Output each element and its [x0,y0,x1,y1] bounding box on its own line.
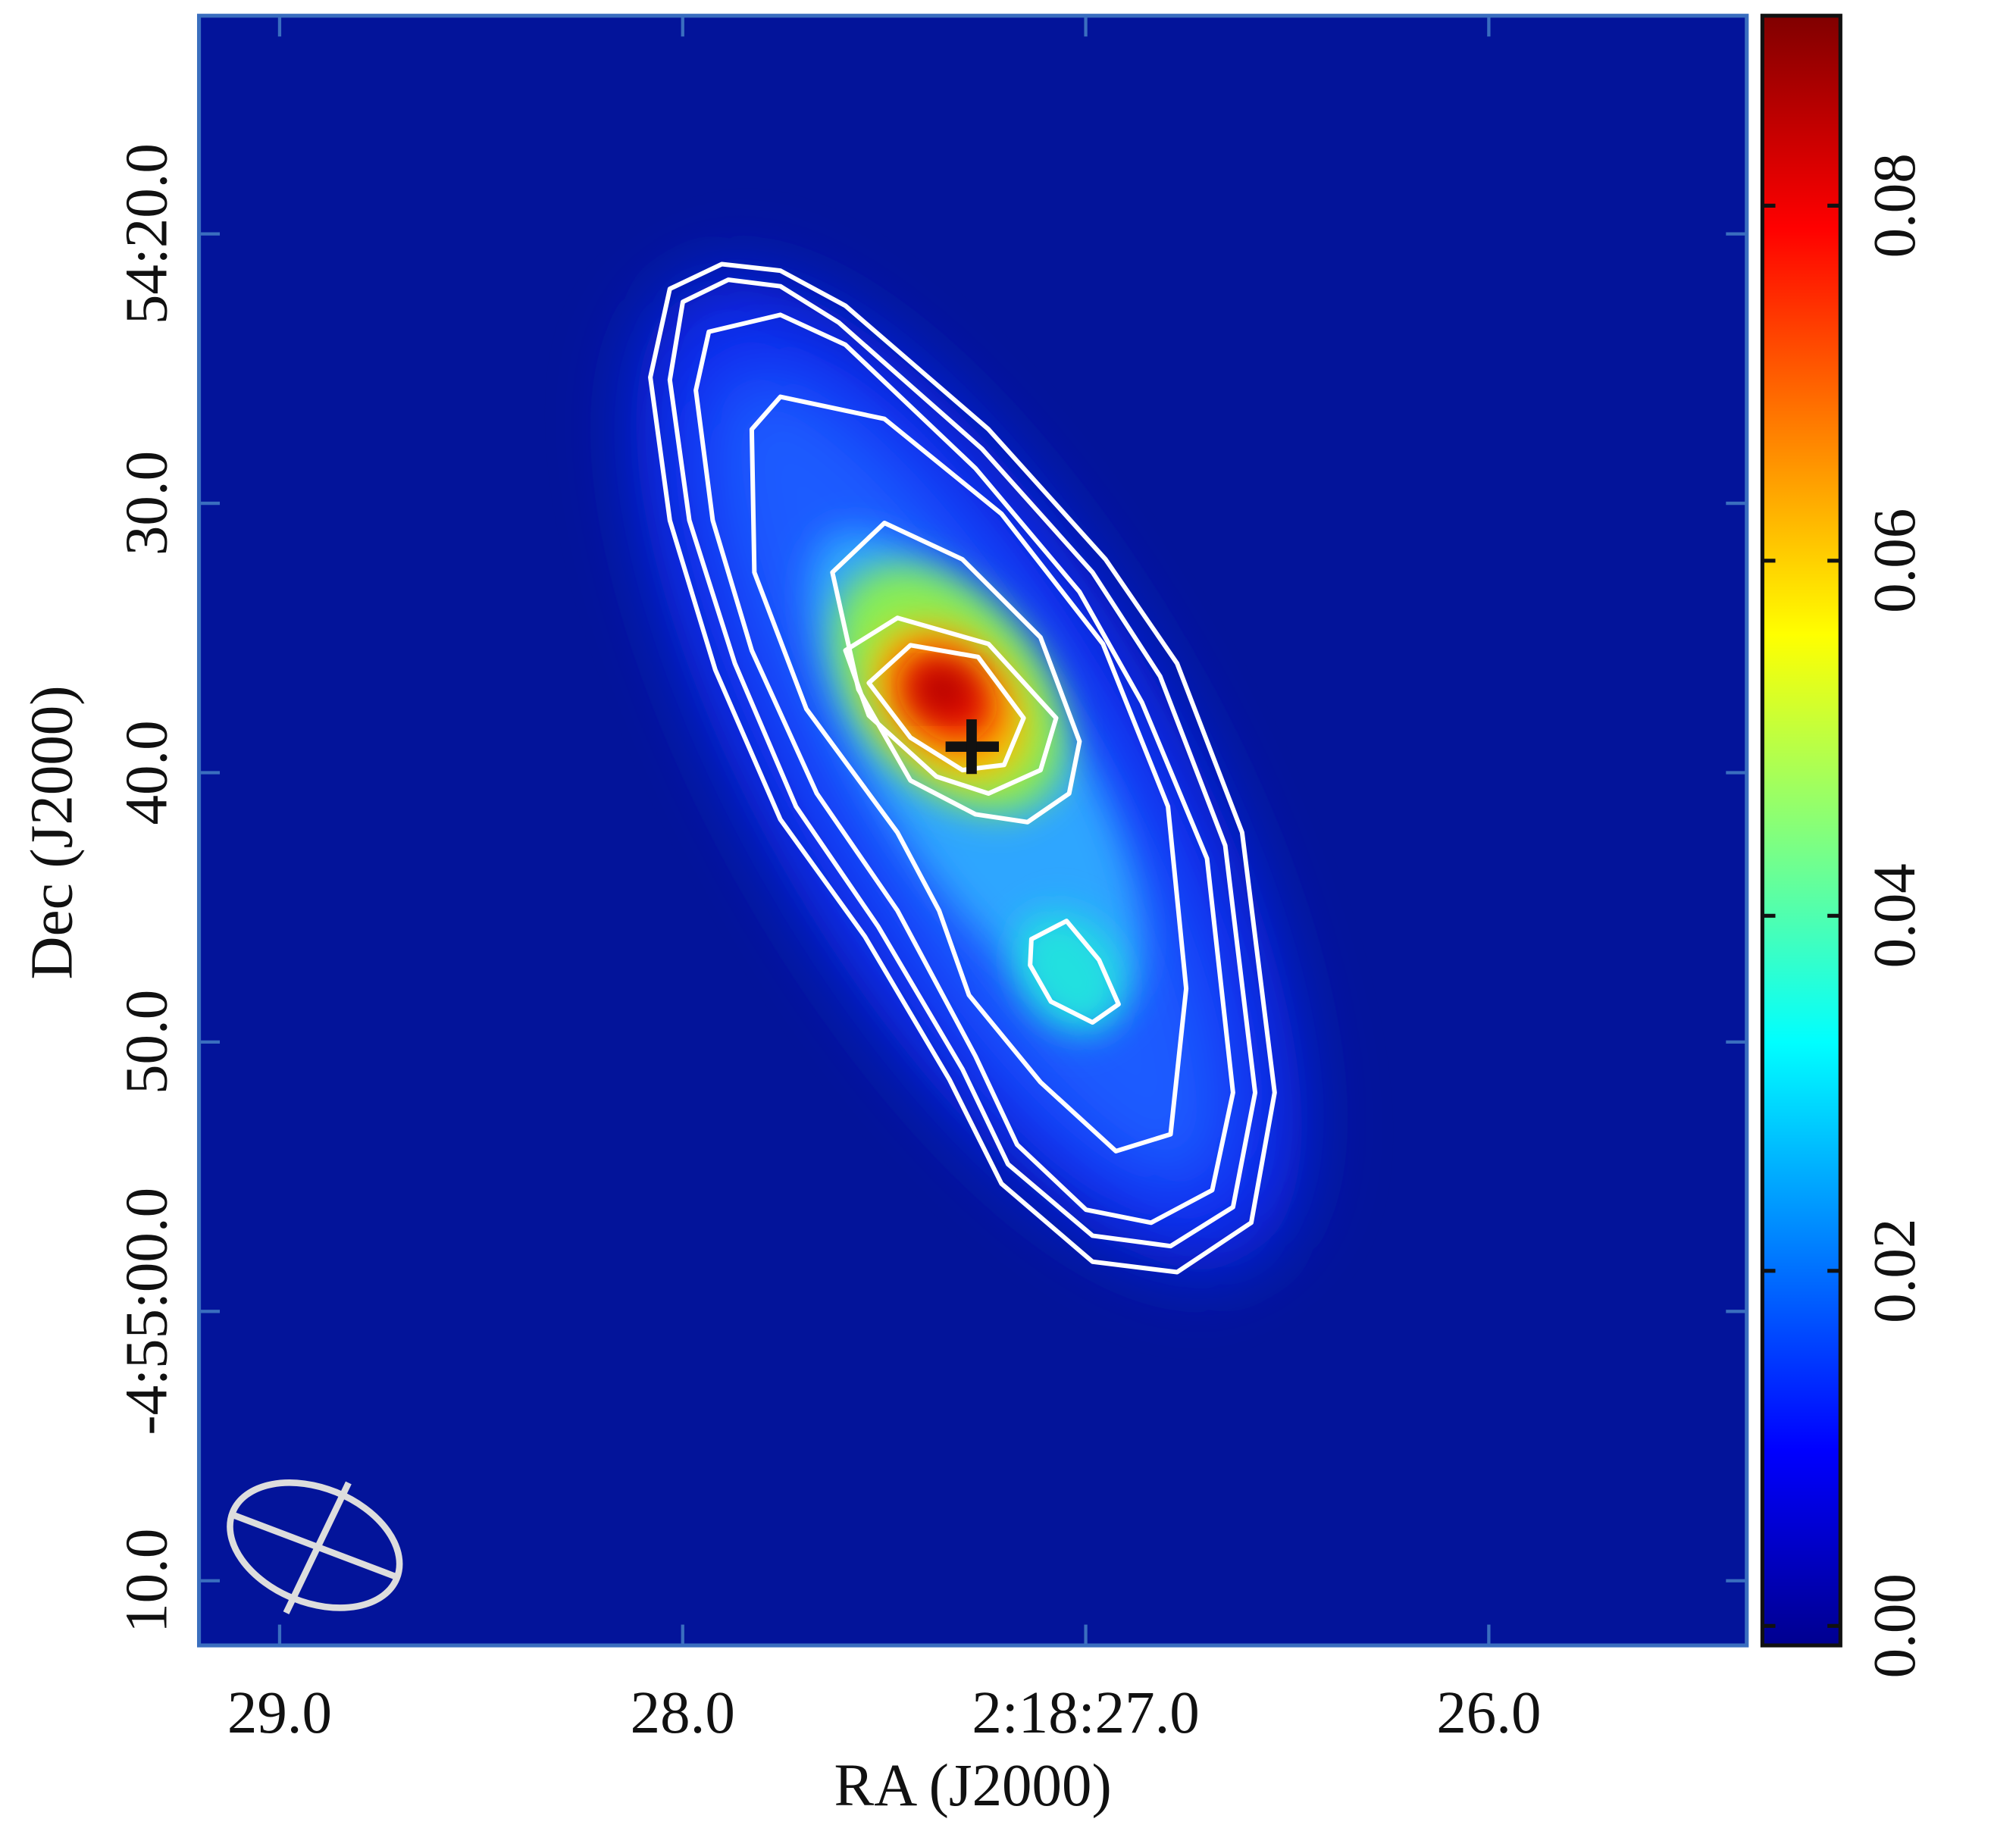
plot-frame [196,14,1749,1648]
sky-image [199,15,1747,1646]
colorbar-tick-label: 0.00 [1862,1573,1928,1678]
y-tick-label: -4:55:00.0 [114,1188,180,1435]
y-tick-label: 40.0 [114,720,180,825]
x-tick-label: 26.0 [1436,1680,1541,1746]
x-tick-label: 2:18:27.0 [972,1680,1199,1746]
colorbar-tick-label: 0.08 [1862,153,1928,258]
x-tick-label: 28.0 [631,1680,735,1746]
colorbar-tick-label: 0.02 [1862,1219,1928,1323]
colorbar-tick-label: 0.04 [1862,863,1928,968]
x-axis-label: RA (J2000) [834,1753,1112,1819]
y-axis-label: Dec (J2000) [19,685,85,979]
y-tick-label: 10.0 [114,1529,180,1633]
y-tick-label: 54:20.0 [114,143,180,324]
beam-ellipse [227,1479,403,1614]
y-tick-label: 30.0 [114,451,180,556]
colorbar-tick-label: 0.06 [1862,509,1928,613]
position-cross [945,719,999,775]
colorbar [1760,14,1842,1648]
x-tick-label: 29.0 [227,1680,332,1746]
y-tick-label: 50.0 [114,990,180,1094]
